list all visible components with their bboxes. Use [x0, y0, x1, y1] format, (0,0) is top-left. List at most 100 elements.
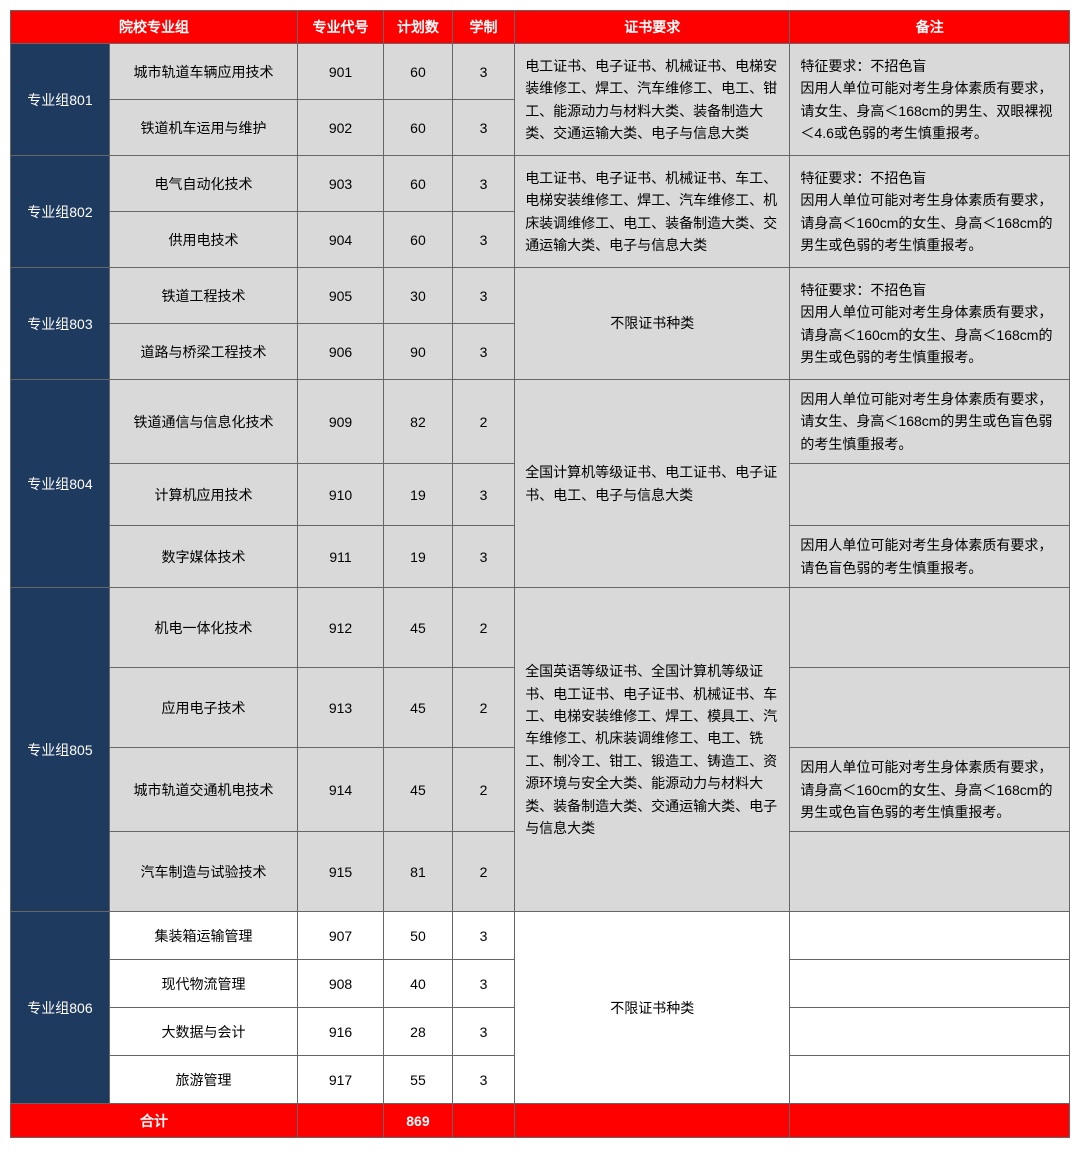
major-name: 汽车制造与试验技术: [109, 832, 297, 912]
major-code: 901: [298, 44, 384, 100]
study-years: 3: [452, 960, 514, 1008]
note: [790, 668, 1070, 748]
plan-count: 50: [384, 912, 453, 960]
study-years: 3: [452, 212, 514, 268]
major-code: 905: [298, 268, 384, 324]
major-code: 903: [298, 156, 384, 212]
enrollment-table: 院校专业组 专业代号 计划数 学制 证书要求 备注 专业组801城市轨道车辆应用…: [10, 10, 1070, 1138]
study-years: 3: [452, 100, 514, 156]
header-note: 备注: [790, 11, 1070, 44]
note: 特征要求：不招色盲 因用人单位可能对考生身体素质有要求，请女生、身高＜168cm…: [790, 44, 1070, 156]
major-name: 铁道机车运用与维护: [109, 100, 297, 156]
header-group: 院校专业组: [11, 11, 298, 44]
plan-count: 60: [384, 44, 453, 100]
study-years: 3: [452, 1056, 514, 1104]
table-row: 专业组804铁道通信与信息化技术909822全国计算机等级证书、电工证书、电子证…: [11, 380, 1070, 464]
group-name: 专业组801: [11, 44, 110, 156]
group-name: 专业组803: [11, 268, 110, 380]
major-name: 现代物流管理: [109, 960, 297, 1008]
cert-req: 全国英语等级证书、全国计算机等级证书、电工证书、电子证书、机械证书、车工、电梯安…: [515, 588, 790, 912]
table-row: 专业组803铁道工程技术905303不限证书种类特征要求：不招色盲 因用人单位可…: [11, 268, 1070, 324]
plan-count: 19: [384, 464, 453, 526]
major-name: 城市轨道交通机电技术: [109, 748, 297, 832]
plan-count: 45: [384, 588, 453, 668]
major-name: 应用电子技术: [109, 668, 297, 748]
major-code: 917: [298, 1056, 384, 1104]
study-years: 3: [452, 464, 514, 526]
header-plan: 计划数: [384, 11, 453, 44]
plan-count: 81: [384, 832, 453, 912]
major-code: 911: [298, 526, 384, 588]
group-name: 专业组804: [11, 380, 110, 588]
major-code: 910: [298, 464, 384, 526]
plan-count: 40: [384, 960, 453, 1008]
total-label: 合计: [11, 1104, 298, 1138]
cert-req: 电工证书、电子证书、机械证书、电梯安装维修工、焊工、汽车维修工、电工、钳工、能源…: [515, 44, 790, 156]
plan-count: 60: [384, 100, 453, 156]
cert-req: 不限证书种类: [515, 912, 790, 1104]
note: [790, 1056, 1070, 1104]
table-row: 专业组802电气自动化技术903603电工证书、电子证书、机械证书、车工、电梯安…: [11, 156, 1070, 212]
header-code: 专业代号: [298, 11, 384, 44]
major-name: 大数据与会计: [109, 1008, 297, 1056]
major-name: 电气自动化技术: [109, 156, 297, 212]
major-code: 914: [298, 748, 384, 832]
major-code: 904: [298, 212, 384, 268]
plan-count: 55: [384, 1056, 453, 1104]
note: [790, 1008, 1070, 1056]
total-blank: [298, 1104, 384, 1138]
header-row: 院校专业组 专业代号 计划数 学制 证书要求 备注: [11, 11, 1070, 44]
group-name: 专业组806: [11, 912, 110, 1104]
cert-req: 全国计算机等级证书、电工证书、电子证书、电工、电子与信息大类: [515, 380, 790, 588]
major-code: 906: [298, 324, 384, 380]
major-code: 907: [298, 912, 384, 960]
major-code: 908: [298, 960, 384, 1008]
major-code: 902: [298, 100, 384, 156]
plan-count: 82: [384, 380, 453, 464]
major-name: 计算机应用技术: [109, 464, 297, 526]
group-name: 专业组802: [11, 156, 110, 268]
plan-count: 45: [384, 748, 453, 832]
study-years: 3: [452, 324, 514, 380]
plan-count: 28: [384, 1008, 453, 1056]
header-cert: 证书要求: [515, 11, 790, 44]
major-name: 集装箱运输管理: [109, 912, 297, 960]
plan-count: 60: [384, 212, 453, 268]
table-row: 专业组805机电一体化技术912452全国英语等级证书、全国计算机等级证书、电工…: [11, 588, 1070, 668]
study-years: 3: [452, 268, 514, 324]
note: [790, 960, 1070, 1008]
major-code: 915: [298, 832, 384, 912]
study-years: 2: [452, 748, 514, 832]
note: [790, 832, 1070, 912]
major-code: 909: [298, 380, 384, 464]
total-blank: [515, 1104, 790, 1138]
study-years: 3: [452, 1008, 514, 1056]
note: [790, 912, 1070, 960]
major-name: 数字媒体技术: [109, 526, 297, 588]
note: [790, 464, 1070, 526]
cert-req: 不限证书种类: [515, 268, 790, 380]
study-years: 3: [452, 526, 514, 588]
major-name: 机电一体化技术: [109, 588, 297, 668]
note: 特征要求：不招色盲 因用人单位可能对考生身体素质有要求，请身高＜160cm的女生…: [790, 268, 1070, 380]
total-row: 合计869: [11, 1104, 1070, 1138]
total-blank: [790, 1104, 1070, 1138]
note: 特征要求：不招色盲 因用人单位可能对考生身体素质有要求，请身高＜160cm的女生…: [790, 156, 1070, 268]
note: 因用人单位可能对考生身体素质有要求，请身高＜160cm的女生、身高＜168cm的…: [790, 748, 1070, 832]
major-name: 旅游管理: [109, 1056, 297, 1104]
total-blank: [452, 1104, 514, 1138]
study-years: 2: [452, 380, 514, 464]
note: 因用人单位可能对考生身体素质有要求，请色盲色弱的考生慎重报考。: [790, 526, 1070, 588]
major-name: 供用电技术: [109, 212, 297, 268]
plan-count: 30: [384, 268, 453, 324]
study-years: 3: [452, 156, 514, 212]
major-code: 913: [298, 668, 384, 748]
major-code: 916: [298, 1008, 384, 1056]
major-name: 铁道通信与信息化技术: [109, 380, 297, 464]
cert-req: 电工证书、电子证书、机械证书、车工、电梯安装维修工、焊工、汽车维修工、机床装调维…: [515, 156, 790, 268]
plan-count: 45: [384, 668, 453, 748]
header-years: 学制: [452, 11, 514, 44]
group-name: 专业组805: [11, 588, 110, 912]
study-years: 3: [452, 44, 514, 100]
study-years: 2: [452, 588, 514, 668]
